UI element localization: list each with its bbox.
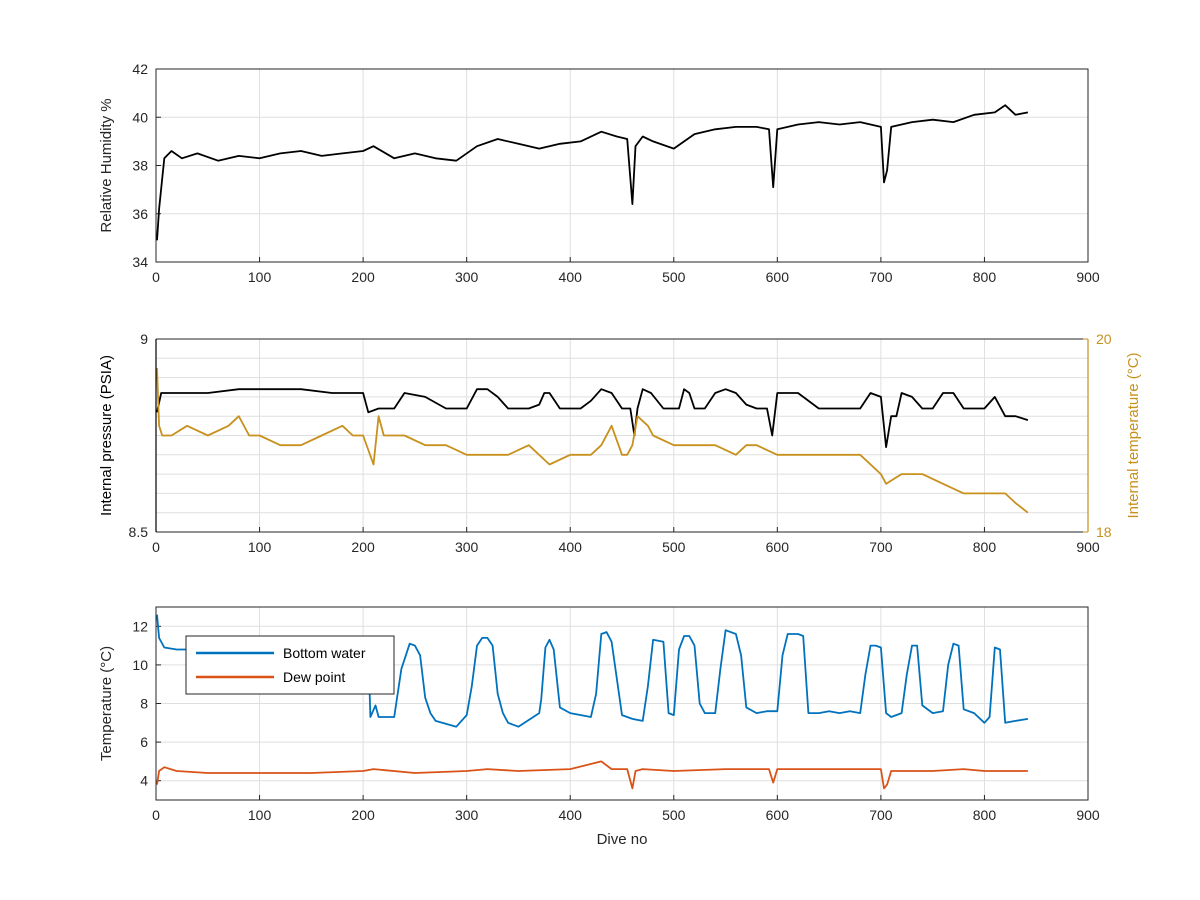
x-tick-label: 600	[766, 269, 790, 285]
y-tick-label: 42	[132, 61, 148, 77]
x-tick-label: 800	[973, 269, 997, 285]
x-axis-label: Dive no	[597, 831, 648, 848]
x-tick-label: 900	[1076, 269, 1100, 285]
x-tick-label: 100	[248, 269, 272, 285]
y2-axis-label: Internal temperature (°C)	[1125, 352, 1142, 518]
x-tick-label: 900	[1076, 807, 1100, 823]
x-tick-label: 800	[973, 539, 997, 555]
y-tick-label: 36	[132, 206, 148, 222]
subplot-2: 0 100 200 300 400 500 600 700 800 900 8.5 9 18 20 Inte…	[98, 331, 1142, 555]
x-tick-label: 200	[351, 539, 375, 555]
legend-label: Bottom water	[283, 645, 366, 661]
x-tick-label: 400	[559, 807, 583, 823]
legend-label: Dew point	[283, 669, 345, 685]
series-line-left-axis-1	[156, 104, 1029, 241]
axes-box	[155, 68, 1089, 263]
y-axis-label: Temperature (°C)	[98, 646, 115, 761]
subplot-1: 0 100 200 300 400 500 600 700 800 900 34 36 38 40 42 Re…	[98, 61, 1100, 285]
x-tick-label: 900	[1076, 539, 1100, 555]
x-tick-label: 100	[248, 807, 272, 823]
x-tick-label: 300	[455, 807, 479, 823]
x-tick-label: 200	[351, 269, 375, 285]
y-axis-label: Relative Humidity %	[98, 98, 115, 232]
x-tick-label: 400	[559, 269, 583, 285]
x-tick-label: 0	[152, 539, 160, 555]
x-tick-label: 500	[662, 807, 686, 823]
x-tick-label: 300	[455, 269, 479, 285]
y-tick-label: 9	[140, 331, 148, 347]
y-tick-label: 10	[132, 657, 148, 673]
y2-tick-label: 20	[1096, 331, 1112, 347]
x-tick-label: 0	[152, 807, 160, 823]
y-tick-label: 12	[132, 618, 148, 634]
x-tick-label: 500	[662, 269, 686, 285]
subplot-3: 0 100 200 300 400 500 600 700 800 900 4 6 8 10 12 Tempe…	[98, 606, 1100, 848]
y2-tick-label: 18	[1096, 524, 1112, 540]
x-tick-label: 300	[455, 539, 479, 555]
y-tick-label: 4	[140, 773, 148, 789]
x-tick-label: 700	[869, 269, 893, 285]
series-line-dew-point	[156, 760, 1028, 790]
series-line-left-axis-1	[156, 388, 1029, 449]
x-tick-label: 600	[766, 807, 790, 823]
x-tick-label: 700	[869, 807, 893, 823]
legend-box	[185, 635, 395, 695]
y-axis-label: Internal pressure (PSIA)	[98, 355, 115, 516]
x-tick-label: 100	[248, 539, 272, 555]
x-tick-label: 800	[973, 807, 997, 823]
x-tick-label: 400	[559, 539, 583, 555]
axes-box	[155, 606, 1089, 801]
series-line-right-axis-2	[156, 367, 1029, 514]
x-tick-label: 600	[766, 539, 790, 555]
x-tick-label: 200	[351, 807, 375, 823]
series-line-bottom-water	[156, 614, 1029, 728]
y-tick-label: 40	[132, 109, 148, 125]
x-tick-label: 500	[662, 539, 686, 555]
y-tick-label: 8.5	[129, 524, 149, 540]
x-tick-label: 700	[869, 539, 893, 555]
y-tick-label: 8	[140, 696, 148, 712]
x-tick-label: 0	[152, 269, 160, 285]
y-tick-label: 34	[132, 254, 148, 270]
y-tick-label: 6	[140, 734, 148, 750]
y-tick-label: 38	[132, 158, 148, 174]
legend: Bottom water Dew point	[185, 635, 395, 695]
